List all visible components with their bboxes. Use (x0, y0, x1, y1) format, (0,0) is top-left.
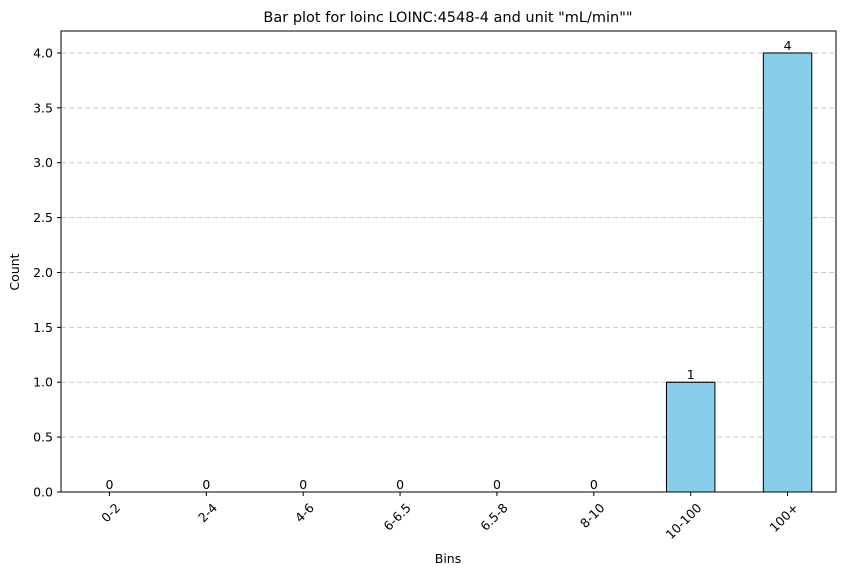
data-label: 0 (590, 477, 598, 492)
x-tick-label: 2-4 (195, 500, 220, 525)
data-label: 0 (105, 477, 113, 492)
bar (762, 52, 813, 493)
y-axis-label: Count (7, 253, 22, 290)
data-label: 0 (299, 477, 307, 492)
y-tick-label: 0.0 (33, 485, 53, 500)
plot-frame (60, 30, 837, 493)
data-label: 0 (493, 477, 501, 492)
y-tick-label: 2.5 (33, 210, 53, 225)
x-tick-label: 8-10 (577, 500, 608, 531)
x-axis-label: Bins (435, 551, 461, 566)
y-tick-label: 1.5 (33, 320, 53, 335)
x-tick-label: 6.5-8 (477, 500, 511, 534)
data-label: 4 (784, 38, 792, 53)
x-tick-label: 10-100 (663, 500, 705, 542)
y-tick-label: 3.0 (33, 155, 53, 170)
x-tick-label: 4-6 (292, 500, 317, 525)
gridlines (61, 52, 836, 438)
y-tick-label: 0.5 (33, 430, 53, 445)
data-label: 1 (687, 367, 695, 382)
chart-title: Bar plot for loinc LOINC:4548-4 and unit… (263, 10, 632, 26)
y-tick-label: 1.0 (33, 375, 53, 390)
data-label: 0 (396, 477, 404, 492)
x-tick-label: 0-2 (98, 500, 123, 525)
y-tick-label: 2.0 (33, 265, 53, 280)
x-tick-label: 100+ (766, 500, 801, 535)
y-tick-label: 3.5 (33, 100, 53, 115)
y-tick-label: 4.0 (33, 45, 53, 60)
data-labels: 0 0 0 0 0 0 1 4 (105, 38, 791, 492)
x-tick-label: 6-6.5 (380, 500, 413, 533)
data-label: 0 (202, 477, 210, 492)
bar (665, 381, 716, 493)
